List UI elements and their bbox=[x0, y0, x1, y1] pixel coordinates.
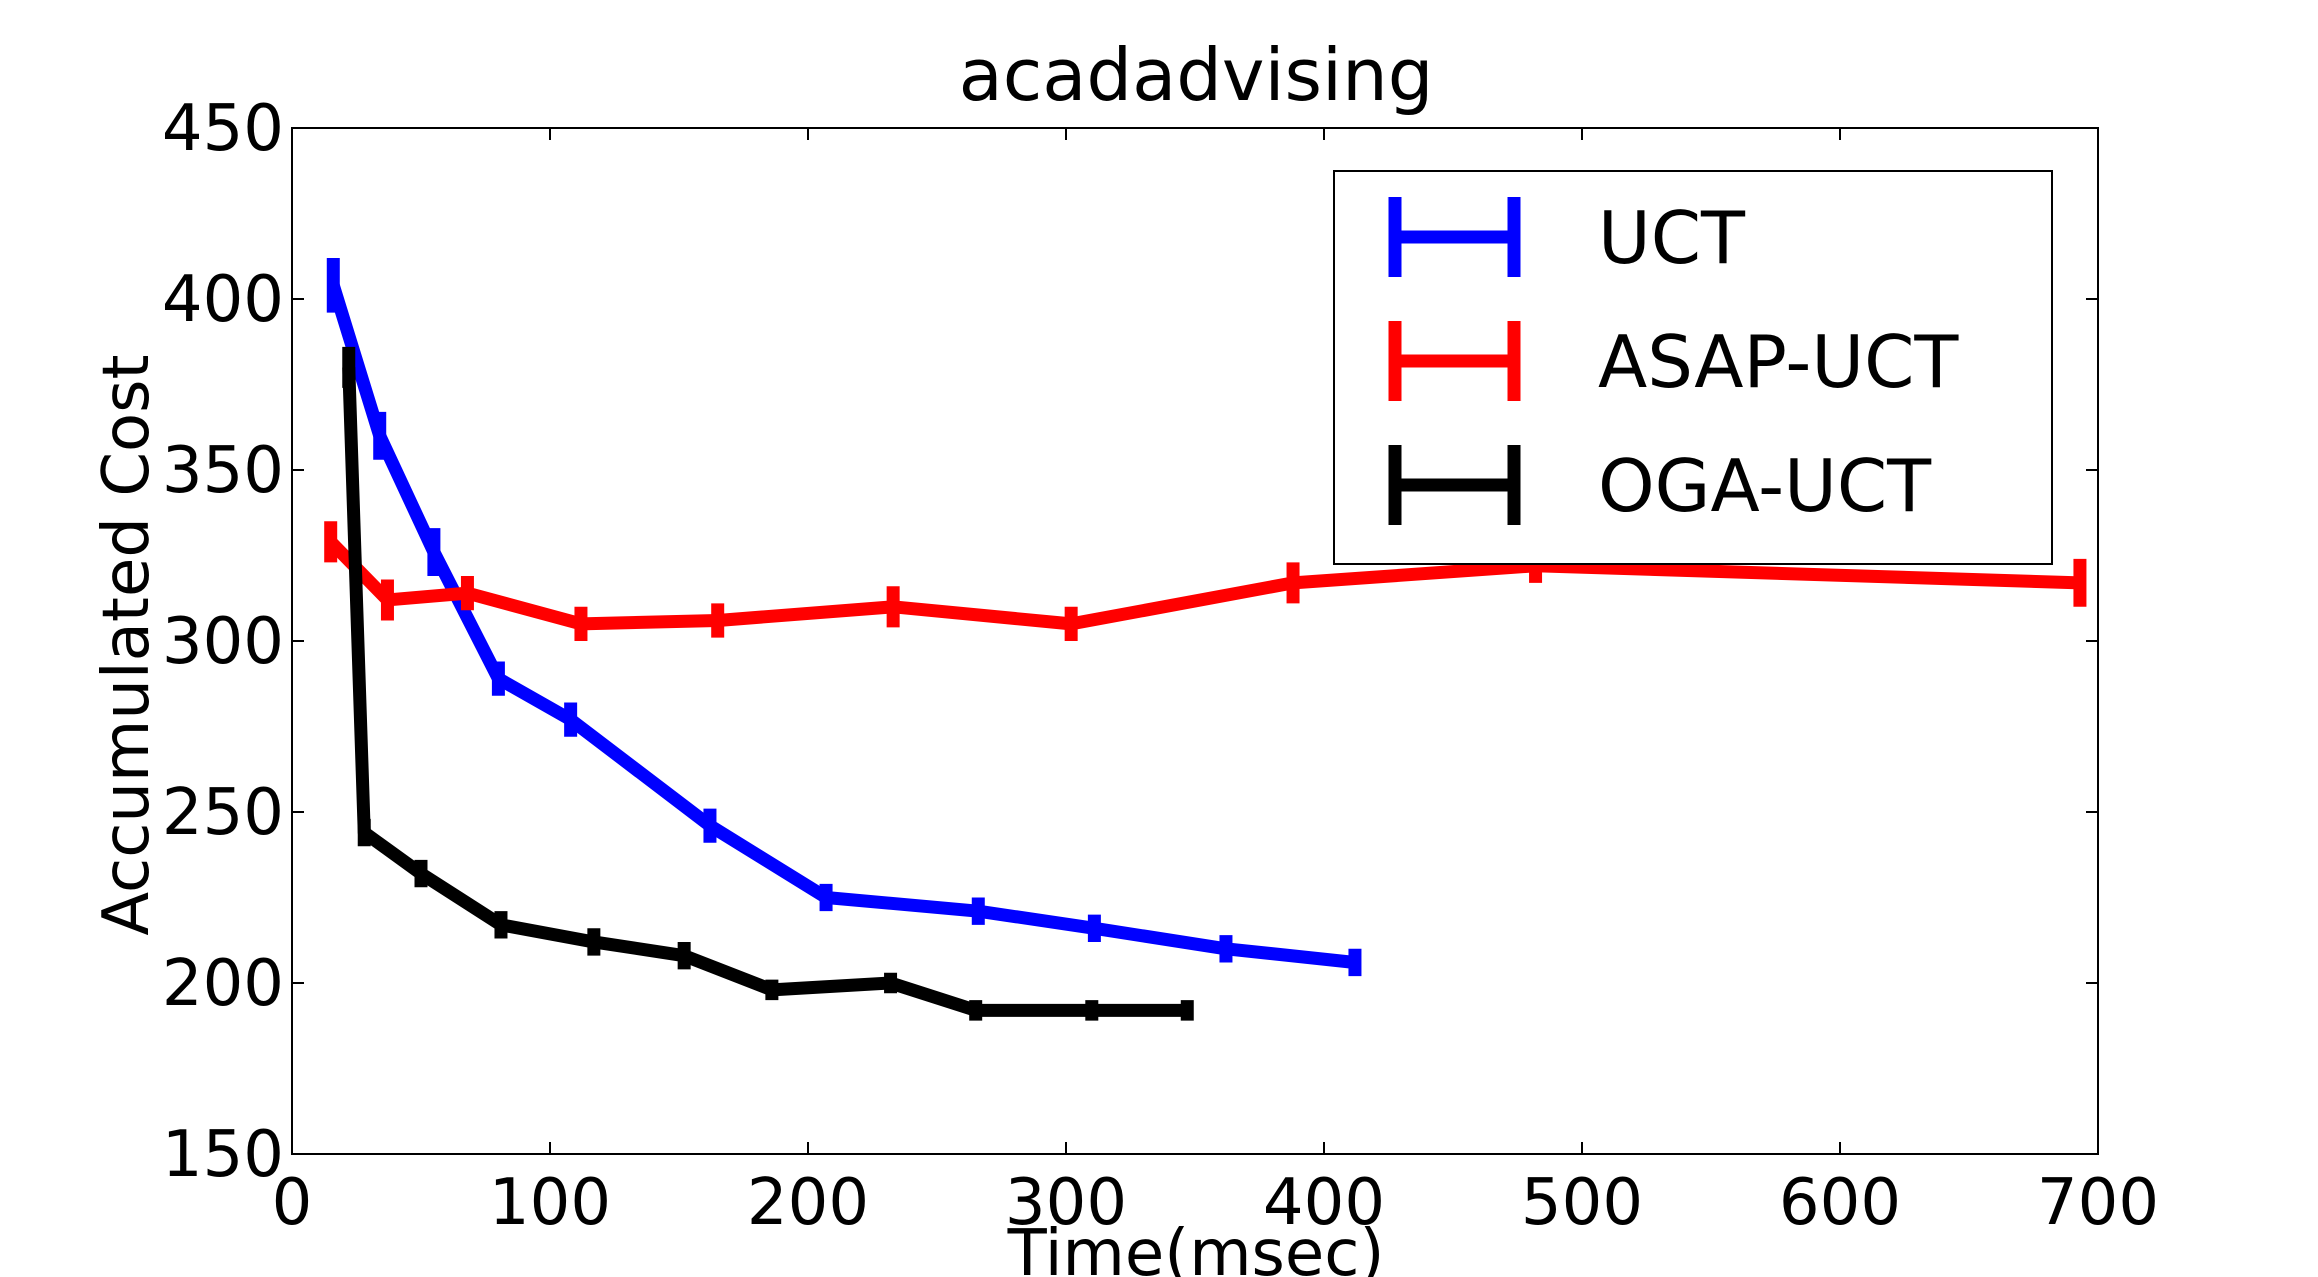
series-layer bbox=[324, 257, 2087, 1021]
y-tick-label: 300 bbox=[162, 605, 284, 679]
series-line bbox=[326, 537, 2081, 631]
y-tick-label: 400 bbox=[162, 263, 284, 337]
x-tick-label: 500 bbox=[1521, 1166, 1643, 1240]
legend-item-asap-uct: ASAP-UCT bbox=[1388, 320, 1959, 404]
y-axis-label: Accumulated Cost bbox=[90, 354, 164, 935]
x-tick-label: 700 bbox=[2037, 1166, 2159, 1240]
legend-item-oga-uct: OGA-UCT bbox=[1388, 444, 1932, 528]
x-tick-label: 600 bbox=[1779, 1166, 1901, 1240]
x-tick-label: 200 bbox=[747, 1166, 869, 1240]
legend-item-uct: UCT bbox=[1388, 196, 1746, 280]
x-tick-label: 300 bbox=[1005, 1166, 1127, 1240]
y-tick-label: 350 bbox=[162, 434, 284, 508]
x-tick-label: 100 bbox=[489, 1166, 611, 1240]
y-tick-label: 150 bbox=[162, 1118, 284, 1192]
legend-label: OGA-UCT bbox=[1598, 444, 1932, 528]
y-tick-label: 450 bbox=[162, 92, 284, 166]
x-tick-label: 400 bbox=[1263, 1166, 1385, 1240]
legend-label: UCT bbox=[1598, 196, 1746, 280]
series-asap-uct bbox=[324, 521, 2087, 641]
y-tick-label: 200 bbox=[162, 947, 284, 1021]
legend: UCT ASAP-UCT OGA-UCT bbox=[1333, 170, 2053, 565]
x-tick-label: 0 bbox=[272, 1166, 313, 1240]
series-oga-uct bbox=[342, 346, 1194, 1021]
x-axis-label: Time(msec) bbox=[1007, 1217, 1385, 1277]
ticks-layer: 0 100 200 300 400 500 600 700 150 200 250 300 350 400… bbox=[162, 92, 2159, 1240]
y-tick-label: 250 bbox=[162, 776, 284, 850]
series-uct bbox=[326, 257, 1362, 977]
legend-label: ASAP-UCT bbox=[1598, 320, 1959, 404]
chart-title: acadadvising bbox=[959, 33, 1434, 117]
